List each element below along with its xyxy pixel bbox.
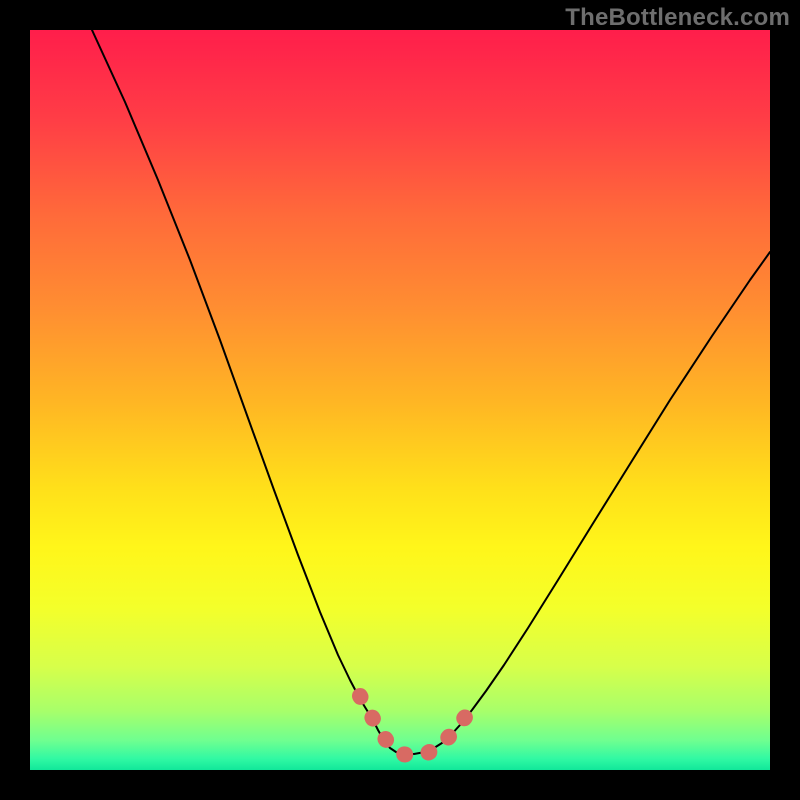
bottleneck-chart <box>0 0 800 800</box>
watermark-text: TheBottleneck.com <box>565 4 790 32</box>
